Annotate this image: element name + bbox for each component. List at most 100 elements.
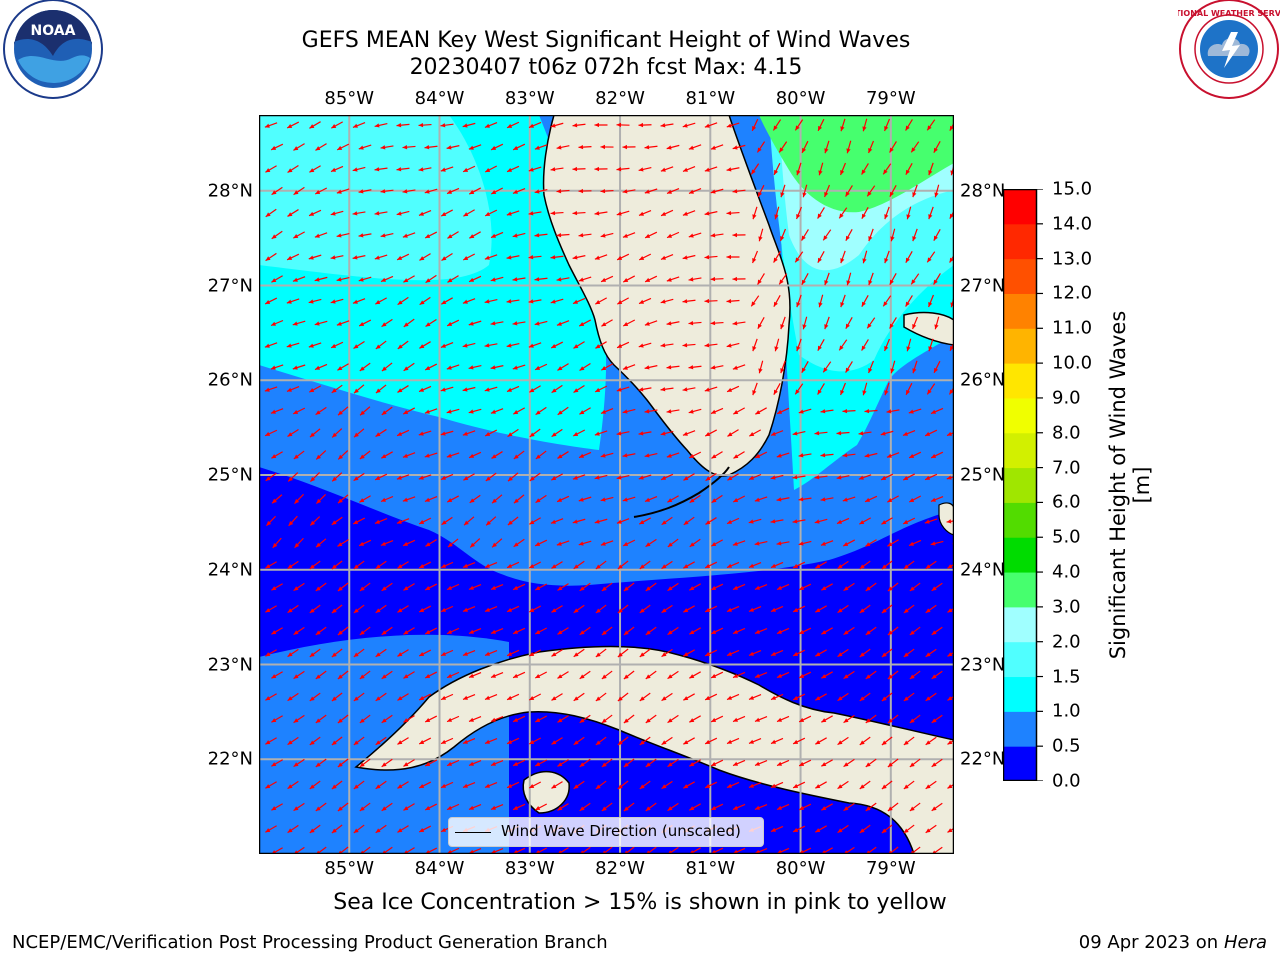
wave-direction-arrow (903, 604, 915, 614)
wave-direction-arrow (359, 802, 371, 812)
wave-direction-arrow (468, 583, 482, 591)
wave-direction-arrow (912, 184, 918, 198)
wave-direction-arrow (886, 452, 900, 458)
wave-direction-arrow (579, 626, 591, 636)
wave-direction-arrow (271, 494, 283, 504)
wave-direction-arrow (792, 475, 806, 480)
wave-direction-arrow (419, 341, 431, 349)
wave-direction-arrow (754, 540, 768, 546)
wave-direction-arrow (594, 430, 608, 436)
wave-direction-arrow (287, 824, 299, 834)
wave-direction-arrow (506, 561, 520, 569)
wave-direction-arrow (573, 780, 585, 790)
wave-direction-arrow (353, 472, 365, 482)
wave-direction-arrow (446, 583, 460, 591)
wave-direction-arrow (754, 496, 768, 502)
wave-direction-arrow (534, 627, 548, 635)
wave-direction-arrow (682, 166, 696, 172)
wave-direction-arrow (748, 562, 762, 568)
wave-direction-arrow (704, 166, 718, 172)
wave-direction-arrow (865, 714, 877, 724)
wave-direction-arrow (928, 338, 934, 352)
wave-direction-arrow (689, 538, 701, 548)
wave-direction-arrow (732, 276, 746, 282)
wave-direction-arrow (396, 253, 410, 261)
wave-direction-arrow (462, 781, 476, 789)
wave-direction-arrow (884, 250, 890, 264)
wave-direction-arrow (331, 824, 343, 834)
wave-direction-arrow (271, 715, 283, 723)
wave-direction-arrow (331, 692, 343, 702)
wave-direction-arrow (666, 365, 680, 370)
wave-direction-arrow (867, 140, 875, 154)
wave-direction-arrow (796, 294, 802, 308)
wave-direction-arrow (359, 758, 371, 768)
wave-direction-arrow (315, 626, 327, 636)
wave-direction-arrow (639, 780, 651, 790)
wave-direction-arrow (710, 803, 724, 811)
wave-direction-arrow (887, 802, 899, 812)
wave-direction-arrow (644, 365, 658, 370)
wave-direction-arrow (661, 604, 673, 614)
wave-direction-arrow (689, 715, 701, 723)
wave-direction-arrow (375, 560, 387, 570)
wave-direction-arrow (616, 341, 630, 349)
wave-direction-arrow (859, 517, 871, 525)
wave-direction-arrow (905, 382, 913, 396)
wave-direction-arrow (573, 736, 585, 746)
wave-direction-arrow (309, 471, 321, 483)
colorbar-tick-label: 14.0 (1052, 213, 1093, 235)
colorbar-tick-label: 0.5 (1052, 735, 1081, 757)
wave-direction-arrow (934, 316, 940, 330)
wave-direction-arrow (622, 144, 636, 150)
wave-direction-arrow (374, 167, 388, 172)
wave-direction-arrow (752, 338, 758, 352)
wave-direction-arrow (309, 428, 321, 438)
wave-direction-arrow (710, 583, 724, 591)
wave-direction-arrow (468, 275, 482, 283)
wave-direction-arrow (798, 627, 812, 635)
wave-direction-arrow (375, 648, 387, 658)
wave-direction-arrow (485, 472, 497, 482)
wave-direction-arrow (858, 474, 872, 480)
wave-direction-arrow (403, 715, 415, 723)
wave-direction-arrow (352, 255, 366, 260)
wave-direction-arrow (579, 670, 591, 680)
wave-direction-arrow (446, 452, 460, 458)
wave-direction-arrow (802, 316, 808, 330)
wave-direction-arrow (573, 692, 585, 702)
wave-direction-arrow (770, 825, 784, 833)
wave-direction-arrow (288, 515, 298, 527)
colorbar-tick-label: 5.0 (1052, 526, 1081, 548)
wave-direction-arrow (315, 538, 327, 548)
wave-direction-arrow (817, 383, 825, 395)
wave-direction-arrow (484, 561, 498, 569)
wave-direction-arrow (682, 343, 696, 348)
wave-direction-arrow (600, 275, 614, 283)
wave-direction-arrow (600, 407, 614, 415)
wave-direction-arrow (601, 758, 613, 768)
wave-direction-arrow (287, 692, 299, 702)
wave-direction-arrow (513, 450, 525, 460)
wave-direction-arrow (315, 582, 327, 592)
wave-direction-arrow (397, 737, 409, 745)
wave-direction-arrow (726, 298, 740, 304)
wave-direction-arrow (823, 184, 831, 198)
wave-direction-arrow (837, 692, 849, 702)
wave-direction-arrow (578, 276, 592, 282)
wave-direction-arrow (595, 692, 607, 702)
wave-direction-arrow (600, 144, 614, 150)
land-isla-juventud (522, 771, 570, 814)
wave-direction-arrow (726, 167, 740, 172)
wave-direction-arrow (748, 650, 762, 656)
wave-direction-arrow (336, 143, 350, 151)
wave-direction-arrow (462, 649, 476, 657)
wave-direction-arrow (887, 539, 899, 547)
wave-direction-arrow (843, 802, 855, 812)
wave-direction-arrow (264, 429, 278, 437)
wave-direction-arrow (579, 407, 591, 415)
wave-direction-arrow (513, 494, 525, 504)
wave-direction-arrow (353, 341, 365, 349)
wave-direction-arrow (798, 540, 812, 546)
wave-direction-arrow (315, 493, 327, 505)
